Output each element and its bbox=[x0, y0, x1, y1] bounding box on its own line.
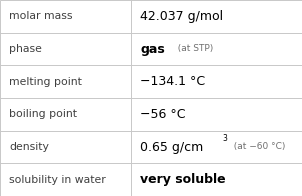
Text: 3: 3 bbox=[222, 134, 227, 143]
Text: density: density bbox=[9, 142, 49, 152]
Text: boiling point: boiling point bbox=[9, 109, 77, 119]
Text: (at −60 °C): (at −60 °C) bbox=[228, 142, 286, 152]
Text: −134.1 °C: −134.1 °C bbox=[140, 75, 206, 88]
Text: solubility in water: solubility in water bbox=[9, 175, 106, 185]
Text: very soluble: very soluble bbox=[140, 173, 226, 186]
Text: −56 °C: −56 °C bbox=[140, 108, 186, 121]
Text: 42.037 g/mol: 42.037 g/mol bbox=[140, 10, 223, 23]
Text: phase: phase bbox=[9, 44, 42, 54]
Text: (at STP): (at STP) bbox=[172, 44, 214, 54]
Text: molar mass: molar mass bbox=[9, 11, 72, 21]
Text: gas: gas bbox=[140, 43, 165, 55]
Text: melting point: melting point bbox=[9, 77, 82, 87]
Text: 0.65 g/cm: 0.65 g/cm bbox=[140, 141, 204, 153]
